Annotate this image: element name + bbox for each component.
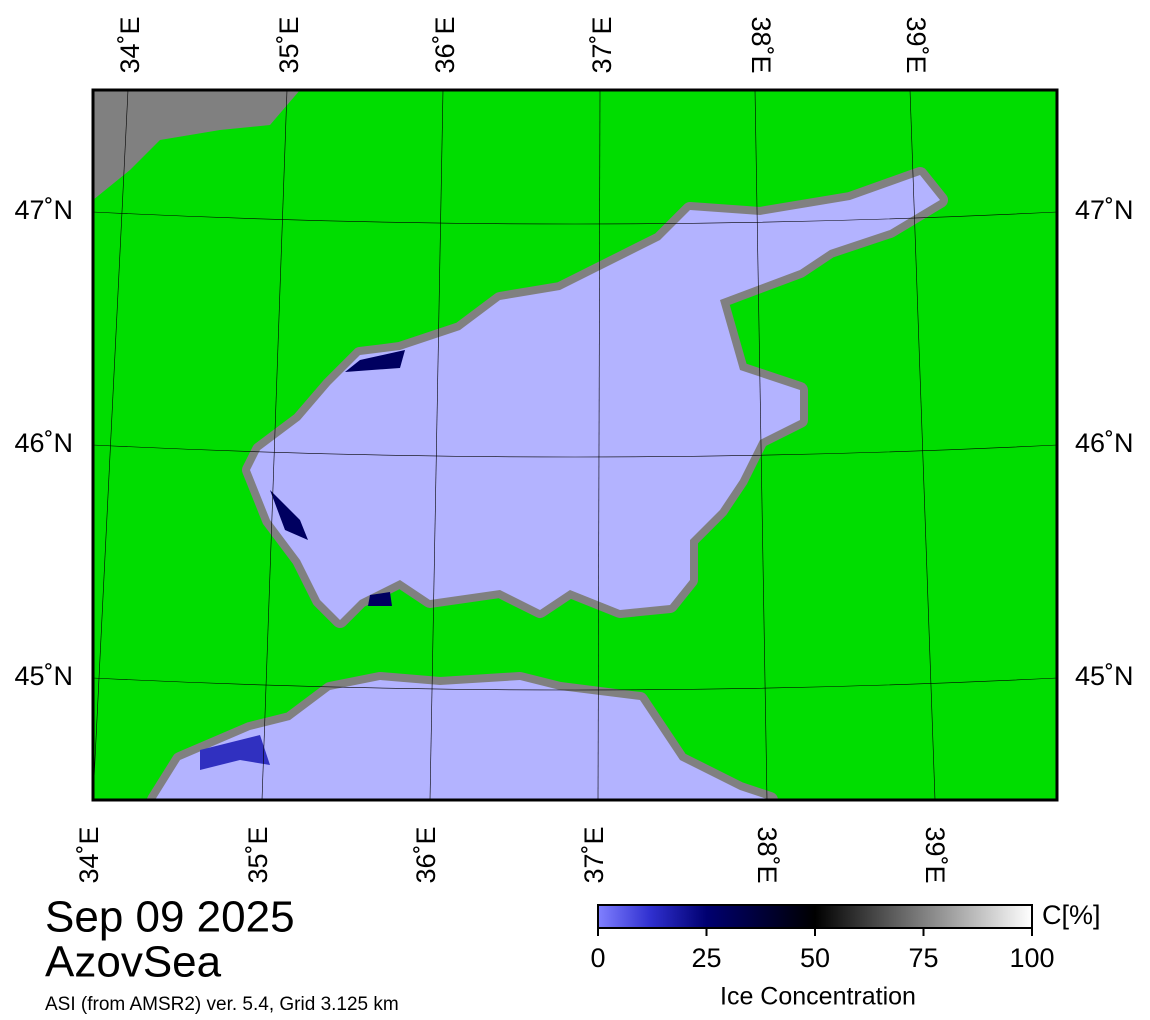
top-lon-label: 34˚E: [115, 16, 145, 73]
top-lon-label: 39˚E: [901, 16, 931, 73]
colorbar: C[%] Ice Concentration 0 25 50 75 100: [590, 900, 1100, 1010]
meridian: [261, 90, 288, 800]
colorbar-tick-label: 100: [1009, 943, 1054, 973]
top-lon-label: 36˚E: [430, 16, 460, 73]
meridian: [909, 90, 936, 800]
colorbar-label: Ice Concentration: [720, 983, 916, 1011]
meridian: [597, 90, 601, 800]
left-lat-label: 46˚N: [14, 428, 73, 458]
colorbar-tick-label: 25: [691, 943, 721, 973]
bottom-lon-label: 37˚E: [579, 826, 609, 883]
region: AzovSea: [45, 938, 222, 987]
graticule: [93, 90, 1057, 800]
left-lat-label: 47˚N: [14, 195, 73, 225]
bottom-lon-label: 38˚E: [752, 826, 782, 883]
bottom-lon-label: 34˚E: [74, 826, 104, 883]
azov-sea: [242, 167, 948, 628]
meridian: [754, 90, 768, 800]
left-lat-label: 45˚N: [14, 661, 73, 691]
colorbar-unit: C[%]: [1042, 900, 1101, 930]
black-sea: [147, 672, 778, 800]
top-lon-label: 35˚E: [274, 16, 304, 73]
colorbar-scale: [597, 904, 1033, 929]
coordinate-labels: 34˚E 35˚E 36˚E 37˚E 38˚E 39˚E 34˚E 35˚E 36˚E 37˚E…: [14, 16, 1133, 883]
right-lat-label: 45˚N: [1075, 661, 1134, 691]
parallel: [93, 677, 1057, 691]
colorbar-tick-label: 50: [800, 943, 830, 973]
lowland: [93, 90, 300, 200]
source: ASI (from AMSR2) ver. 5.4, Grid 3.125 km: [45, 994, 399, 1015]
map-frame: [91, 88, 1059, 802]
right-lat-label: 46˚N: [1075, 428, 1134, 458]
date: Sep 09 2025: [45, 893, 295, 942]
bottom-lon-label: 35˚E: [243, 826, 273, 883]
top-lon-label: 38˚E: [746, 16, 776, 73]
colorbar-tick-label: 0: [590, 943, 605, 973]
parallel: [93, 211, 1057, 225]
meridian: [93, 90, 129, 800]
meridian: [429, 90, 444, 800]
top-lon-label: 37˚E: [587, 16, 617, 73]
bottom-lon-label: 36˚E: [411, 826, 441, 883]
map-area: [93, 90, 1057, 800]
parallel: [93, 444, 1057, 458]
right-lat-label: 47˚N: [1075, 195, 1134, 225]
colorbar-tick-label: 75: [908, 943, 938, 973]
bottom-lon-label: 39˚E: [920, 826, 950, 883]
